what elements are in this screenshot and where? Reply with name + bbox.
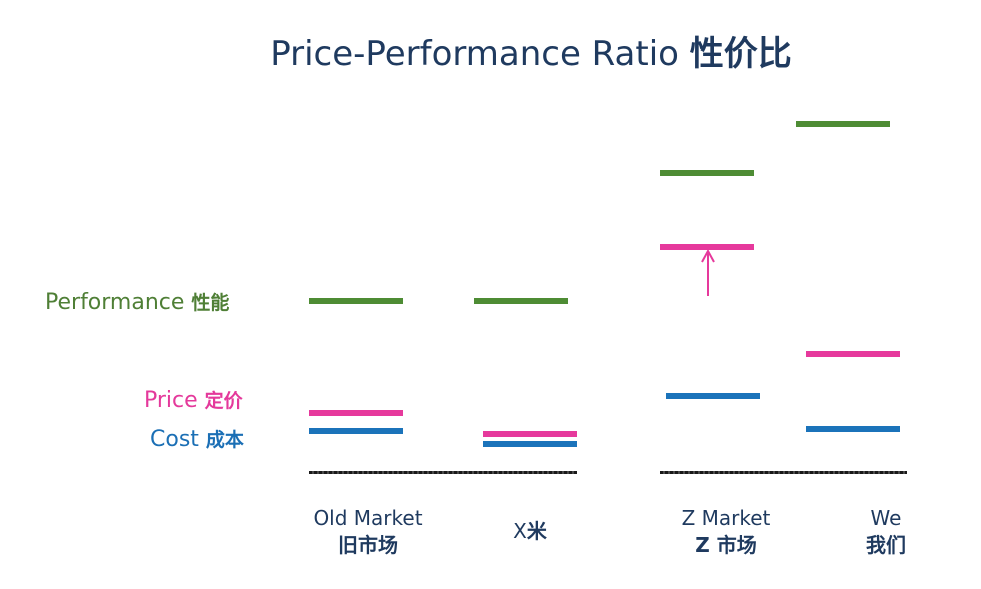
we-price-bar: [806, 351, 900, 357]
column-label-z-market: Z Market Z 市场: [656, 505, 796, 559]
x-price-bar: [483, 431, 577, 437]
title-cn: 性价比: [689, 34, 792, 74]
arrow-head: [701, 248, 715, 263]
z-market-cost-bar: [666, 393, 760, 399]
x-performance-bar: [474, 298, 568, 304]
we-performance-bar: [796, 121, 890, 127]
old-market-price-bar: [309, 410, 403, 416]
legend-performance: Performance 性能: [45, 288, 229, 315]
column-z-market-cn: Z 市场: [695, 533, 757, 557]
column-z-market-en: Z Market: [681, 506, 771, 530]
legend-price-cn: 定价: [204, 390, 243, 412]
legend-price-en: Price: [144, 388, 198, 413]
x-cost-bar: [483, 441, 577, 447]
old-market-cost-bar: [309, 428, 403, 434]
column-old-market-cn: 旧市场: [338, 533, 398, 557]
baseline-left: [309, 471, 577, 474]
legend-performance-en: Performance: [45, 290, 185, 315]
legend-performance-cn: 性能: [191, 292, 230, 314]
title-en: Price-Performance Ratio: [270, 34, 679, 74]
baseline-right: [660, 471, 907, 474]
column-x-cn: 米: [526, 519, 547, 543]
column-label-old-market: Old Market 旧市场: [298, 505, 438, 559]
legend-cost: Cost 成本: [150, 425, 244, 452]
column-label-x: X米: [480, 518, 580, 545]
legend-price: Price 定价: [144, 386, 243, 413]
column-x-en: X: [513, 519, 527, 543]
column-old-market-en: Old Market: [313, 506, 423, 530]
legend-cost-en: Cost: [150, 427, 199, 452]
z-market-price-bar: [660, 244, 754, 250]
diagram-title: Price-Performance Ratio 性价比: [0, 26, 981, 75]
column-we-en: We: [870, 506, 902, 530]
column-label-we: We 我们: [826, 505, 946, 559]
we-cost-bar: [806, 426, 900, 432]
old-market-performance-bar: [309, 298, 403, 304]
legend-cost-cn: 成本: [205, 429, 244, 451]
z-market-performance-bar: [660, 170, 754, 176]
column-we-cn: 我们: [866, 533, 906, 557]
